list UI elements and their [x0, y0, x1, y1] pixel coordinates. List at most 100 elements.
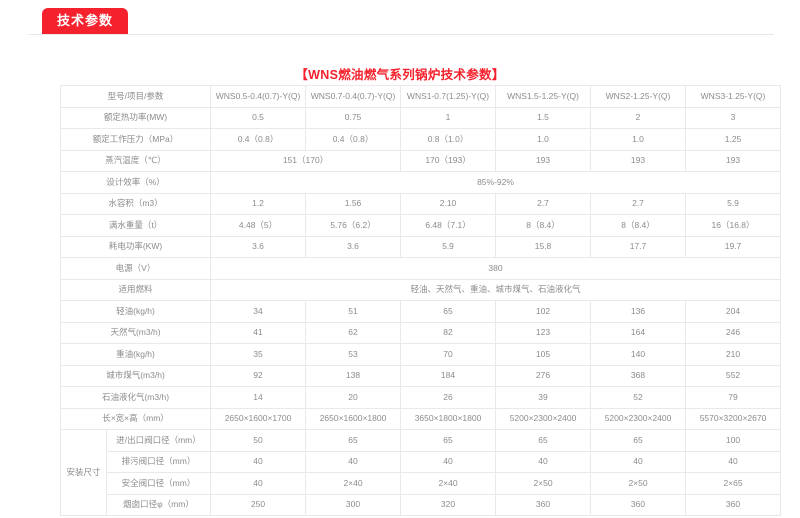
- cell-natural-gas-5: 246: [685, 321, 782, 344]
- table-row: 排污阀口径（mm） 40 40 40 40 40 40: [61, 450, 782, 473]
- row-label-power-consumption: 耗电功率(KW): [59, 235, 212, 258]
- cell-full-water-weight-4: 8（8.4）: [590, 214, 687, 237]
- cell-flue-diameter-0: 250: [210, 493, 307, 516]
- row-label-rated-power: 额定热功率(MW): [59, 106, 212, 129]
- cell-natural-gas-2: 82: [400, 321, 497, 344]
- cell-water-capacity-5: 5.9: [685, 192, 782, 215]
- cell-city-gas-3: 276: [495, 364, 592, 387]
- cell-heavy-oil-5: 210: [685, 343, 782, 366]
- header-label: 型号/项目/参数: [59, 85, 212, 108]
- cell-lpg-3: 39: [495, 386, 592, 409]
- cell-blowdown-valve-1: 40: [305, 450, 402, 473]
- tab-technical-parameters[interactable]: 技术参数: [42, 8, 129, 34]
- cell-city-gas-2: 184: [400, 364, 497, 387]
- cell-water-capacity-4: 2.7: [590, 192, 687, 215]
- row-label-natural-gas: 天然气(m3/h): [59, 321, 212, 344]
- cell-dimensions-1: 2650×1600×1800: [305, 407, 402, 430]
- table-row: 额定热功率(MW) 0.5 0.75 1 1.5 2 3: [59, 106, 782, 129]
- cell-blowdown-valve-2: 40: [400, 450, 497, 473]
- row-label-city-gas: 城市煤气(m3/h): [59, 364, 212, 387]
- cell-water-capacity-1: 1.56: [305, 192, 402, 215]
- table-header-row: 型号/项目/参数 WNS0.5-0.4(0.7)-Y(Q) WNS0.7-0.4…: [59, 85, 782, 108]
- table-row: 额定工作压力（MPa） 0.4（0.8） 0.4（0.8） 0.8（1.0） 1…: [59, 128, 782, 151]
- table-row: 满水重量（t） 4.48（5） 5.76（6.2） 6.48（7.1） 8（8.…: [59, 214, 782, 237]
- cell-dimensions-3: 5200×2300×2400: [495, 407, 592, 430]
- cell-full-water-weight-1: 5.76（6.2）: [305, 214, 402, 237]
- cell-heavy-oil-1: 53: [305, 343, 402, 366]
- cell-heavy-oil-3: 105: [495, 343, 592, 366]
- cell-light-oil-1: 51: [305, 300, 402, 323]
- row-label-water-capacity: 水容积（m3）: [59, 192, 212, 215]
- spec-table: 型号/项目/参数 WNS0.5-0.4(0.7)-Y(Q) WNS0.7-0.4…: [59, 85, 782, 516]
- cell-inlet-outlet-valve-1: 65: [305, 429, 402, 452]
- cell-lpg-0: 14: [210, 386, 307, 409]
- cell-efficiency-span: 85%-92%: [210, 171, 782, 194]
- cell-blowdown-valve-3: 40: [495, 450, 592, 473]
- table-row: 水容积（m3） 1.2 1.56 2.10 2.7 2.7 5.9: [59, 192, 782, 215]
- cell-rated-pressure-3: 1.0: [495, 128, 592, 151]
- table-row: 安全阀口径（mm） 40 2×40 2×40 2×50 2×50 2×65: [61, 472, 782, 495]
- table-row: 安装尺寸 进/出口阀口径（mm） 50 65 65 65 65 100: [60, 429, 782, 516]
- cell-steam-temp-4: 193: [590, 149, 687, 172]
- cell-dimensions-5: 5570×3200×2670: [685, 407, 782, 430]
- cell-city-gas-0: 92: [210, 364, 307, 387]
- cell-flue-diameter-5: 360: [685, 493, 782, 516]
- table-row: 蒸汽温度（℃） 151（170） 170（193） 193 193 193: [59, 149, 782, 172]
- cell-heavy-oil-2: 70: [400, 343, 497, 366]
- cell-light-oil-4: 136: [590, 300, 687, 323]
- cell-rated-power-0: 0.5: [210, 106, 307, 129]
- cell-heavy-oil-4: 140: [590, 343, 687, 366]
- cell-power-consumption-4: 17.7: [590, 235, 687, 258]
- cell-dimensions-0: 2650×1600×1700: [210, 407, 307, 430]
- table-row: 长×宽×高（mm） 2650×1600×1700 2650×1600×1800 …: [59, 407, 782, 430]
- cell-lpg-2: 26: [400, 386, 497, 409]
- table-row: 适用燃料 轻油、天然气、重油、城市煤气、石油液化气: [59, 278, 782, 301]
- cell-blowdown-valve-0: 40: [210, 450, 307, 473]
- cell-power-consumption-1: 3.6: [305, 235, 402, 258]
- table-row: 城市煤气(m3/h) 92 138 184 276 368 552: [59, 364, 782, 387]
- cell-rated-pressure-1: 0.4（0.8）: [305, 128, 402, 151]
- header-model-3: WNS1.5-1.25-Y(Q): [495, 85, 592, 108]
- cell-natural-gas-0: 41: [210, 321, 307, 344]
- cell-safety-valve-1: 2×40: [305, 472, 402, 495]
- cell-full-water-weight-5: 16（16.8）: [685, 214, 782, 237]
- cell-water-capacity-0: 1.2: [210, 192, 307, 215]
- row-label-heavy-oil: 重油(kg/h): [59, 343, 212, 366]
- cell-rated-pressure-2: 0.8（1.0）: [400, 128, 497, 151]
- cell-water-capacity-2: 2.10: [400, 192, 497, 215]
- cell-city-gas-5: 552: [685, 364, 782, 387]
- row-label-fuel-types: 适用燃料: [59, 278, 212, 301]
- cell-flue-diameter-2: 320: [400, 493, 497, 516]
- cell-city-gas-1: 138: [305, 364, 402, 387]
- row-label-safety-valve: 安全阀口径（mm）: [105, 472, 212, 495]
- cell-safety-valve-2: 2×40: [400, 472, 497, 495]
- cell-safety-valve-4: 2×50: [590, 472, 687, 495]
- table-row: 重油(kg/h) 35 53 70 105 140 210: [59, 343, 782, 366]
- cell-lpg-4: 52: [590, 386, 687, 409]
- cell-full-water-weight-2: 6.48（7.1）: [400, 214, 497, 237]
- cell-dimensions-4: 5200×2300×2400: [590, 407, 687, 430]
- row-label-flue-diameter: 烟囱口径φ（mm）: [105, 493, 212, 516]
- cell-inlet-outlet-valve-4: 65: [590, 429, 687, 452]
- cell-steam-temp-5: 193: [685, 149, 782, 172]
- group-label-install-size: 安装尺寸: [60, 429, 107, 516]
- row-label-inlet-outlet-valve: 进/出口阀口径（mm）: [105, 429, 212, 452]
- table-row: 设计效率（%） 85%-92%: [59, 171, 782, 194]
- row-label-full-water-weight: 满水重量（t）: [59, 214, 212, 237]
- table-row: 石油液化气(m3/h) 14 20 26 39 52 79: [59, 386, 782, 409]
- cell-lpg-5: 79: [685, 386, 782, 409]
- header-model-1: WNS0.7-0.4(0.7)-Y(Q): [305, 85, 402, 108]
- row-label-dimensions: 长×宽×高（mm）: [59, 407, 212, 430]
- cell-steam-temp-2: 170（193）: [400, 149, 497, 172]
- row-label-lpg: 石油液化气(m3/h): [59, 386, 212, 409]
- cell-rated-power-1: 0.75: [305, 106, 402, 129]
- header-model-0: WNS0.5-0.4(0.7)-Y(Q): [210, 85, 307, 108]
- row-label-power-supply: 电源（V）: [59, 257, 212, 280]
- cell-fuel-types-span: 轻油、天然气、重油、城市煤气、石油液化气: [210, 278, 782, 301]
- cell-steam-temp-3: 193: [495, 149, 592, 172]
- cell-rated-power-4: 2: [590, 106, 687, 129]
- cell-natural-gas-1: 62: [305, 321, 402, 344]
- cell-inlet-outlet-valve-0: 50: [210, 429, 307, 452]
- row-label-efficiency: 设计效率（%）: [59, 171, 212, 194]
